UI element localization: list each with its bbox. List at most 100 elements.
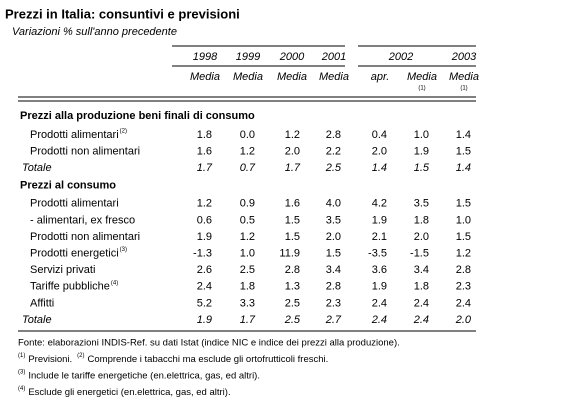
cell: 4.0 <box>326 198 341 210</box>
column-note: (1) <box>418 86 425 92</box>
cell: 0.7 <box>240 162 256 174</box>
row-label: Prodotti alimentari <box>30 129 119 141</box>
cell: 1.0 <box>414 129 429 141</box>
footnote-marker: (3) <box>18 370 25 376</box>
cell: -3.5 <box>368 248 387 260</box>
row-label: Totale <box>22 162 52 174</box>
cell: 1.8 <box>414 281 429 293</box>
cell: 3.5 <box>414 198 429 210</box>
cell: 1.7 <box>197 162 213 174</box>
cell: 2.7 <box>325 314 342 326</box>
cell: 11.9 <box>279 248 300 260</box>
cell: 2.0 <box>455 314 472 326</box>
section-title: Prezzi alla produzione beni finali di co… <box>20 110 255 122</box>
cell: 0.4 <box>372 129 387 141</box>
year: 2003 <box>451 51 477 63</box>
cell: 2.5 <box>240 264 255 276</box>
cell: 2.0 <box>285 146 300 158</box>
cell: 1.0 <box>456 214 471 226</box>
column-label: apr. <box>371 71 390 83</box>
cell: 3.6 <box>372 264 387 276</box>
footnote-marker: (2) <box>77 353 84 359</box>
cell: 1.8 <box>240 281 255 293</box>
footnote-text: Previsioni. <box>28 354 72 365</box>
cell: 1.7 <box>285 162 301 174</box>
cell: 1.7 <box>240 314 256 326</box>
cell: 1.9 <box>197 231 212 243</box>
column-label: Media <box>407 71 437 83</box>
cell: 1.0 <box>240 248 255 260</box>
column-label: Media <box>190 71 220 83</box>
row-label: Totale <box>22 314 52 326</box>
row-note: (2) <box>120 129 127 135</box>
cell: -1.5 <box>410 248 429 260</box>
cell: 3.5 <box>326 214 341 226</box>
cell: 2.4 <box>371 314 387 326</box>
cell: 1.4 <box>456 129 471 141</box>
cell: 2.3 <box>456 281 471 293</box>
cell: 3.3 <box>240 297 255 309</box>
cell: 1.5 <box>414 162 430 174</box>
cell: 1.2 <box>285 129 300 141</box>
row-label: Prodotti alimentari <box>30 198 119 210</box>
footnote-text: Esclude gli energetici (en.elettrica, ga… <box>28 387 230 398</box>
cell: 2.4 <box>197 281 212 293</box>
cell: 2.0 <box>372 146 387 158</box>
title: Prezzi in Italia: consuntivi e prevision… <box>5 6 240 21</box>
cell: 2.4 <box>413 314 429 326</box>
cell: 1.2 <box>456 248 471 260</box>
cell: 1.2 <box>197 198 212 210</box>
cell: 1.5 <box>326 248 341 260</box>
cell: 1.5 <box>456 231 471 243</box>
row-label: Prodotti energetici <box>30 248 119 260</box>
footnote-text: Include le tariffe energetiche (en.elett… <box>28 371 260 382</box>
cell: 2.5 <box>325 162 342 174</box>
footnote-text: Fonte: elaborazioni INDIS-Ref. su dati I… <box>18 338 400 349</box>
row-label: Prodotti non alimentari <box>30 146 140 158</box>
footnote-text: Comprende i tabacchi ma esclude gli orto… <box>88 354 329 365</box>
cell: 2.5 <box>284 314 301 326</box>
cell: 0.9 <box>240 198 255 210</box>
year: 1999 <box>236 51 260 63</box>
cell: 1.5 <box>285 214 300 226</box>
cell: 2.8 <box>326 129 341 141</box>
cell: 2.8 <box>326 281 341 293</box>
cell: 2.4 <box>456 297 471 309</box>
cell: 1.9 <box>197 314 212 326</box>
column-label: Media <box>449 71 479 83</box>
cell: 1.5 <box>456 198 471 210</box>
cell: 2.3 <box>326 297 341 309</box>
row-label: Prodotti non alimentari <box>30 231 140 243</box>
cell: 2.0 <box>414 231 429 243</box>
subtitle: Variazioni % sull'anno precedente <box>12 26 177 38</box>
row-label: Tariffe pubbliche <box>30 281 110 293</box>
cell: 1.3 <box>285 281 300 293</box>
cell: 2.0 <box>326 231 341 243</box>
cell: 1.2 <box>240 146 255 158</box>
column-label: Media <box>277 71 307 83</box>
column-label: Media <box>319 71 349 83</box>
row-label: - alimentari, ex fresco <box>30 214 135 226</box>
row-note: (4) <box>111 280 118 286</box>
cell: 2.8 <box>456 264 471 276</box>
cell: 1.9 <box>372 281 387 293</box>
section-title: Prezzi al consumo <box>20 180 116 192</box>
cell: 1.6 <box>197 146 212 158</box>
cell: 1.5 <box>285 231 300 243</box>
cell: -1.3 <box>193 248 212 260</box>
cell: 5.2 <box>197 297 212 309</box>
column-label: Media <box>233 71 263 83</box>
row-label: Affitti <box>30 297 54 309</box>
cell: 1.9 <box>414 146 429 158</box>
cell: 2.4 <box>414 297 429 309</box>
cell: 1.4 <box>456 162 471 174</box>
year: 1998 <box>193 51 218 63</box>
cell: 3.4 <box>414 264 429 276</box>
cell: 2.2 <box>326 146 341 158</box>
cell: 0.5 <box>240 214 255 226</box>
cell: 2.1 <box>372 231 387 243</box>
column-note: (1) <box>460 86 467 92</box>
cell: 2.8 <box>285 264 300 276</box>
footnote-marker: (1) <box>18 353 25 359</box>
